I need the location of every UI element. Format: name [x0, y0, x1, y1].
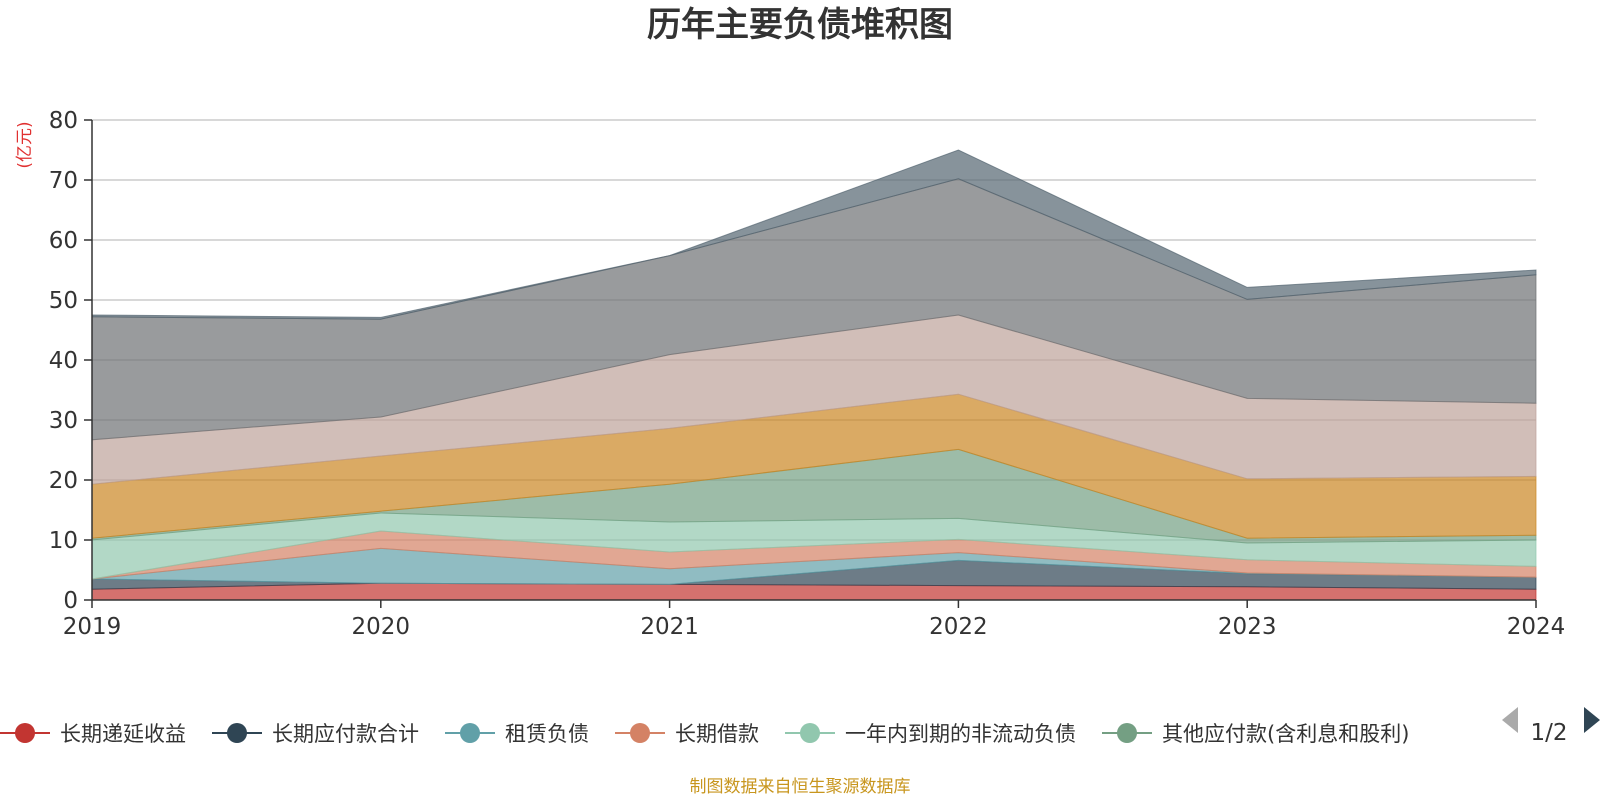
- y-tick-label: 50: [49, 288, 78, 314]
- y-tick-label: 40: [49, 348, 78, 374]
- legend-pager: 1/2: [1502, 707, 1600, 746]
- x-tick-label: 2019: [63, 614, 122, 640]
- triangle-left-icon[interactable]: [1502, 707, 1518, 733]
- legend-item[interactable]: 长期递延收益: [0, 722, 186, 746]
- y-tick-label: 70: [49, 168, 78, 194]
- legend: 长期递延收益 长期应付款合计 租赁负债 长期借款 一年内到期的非流动负债 其他应付款(含利…: [0, 722, 1409, 746]
- area-series[interactable]: [91, 149, 1537, 320]
- stacked-areas: [91, 149, 1537, 601]
- y-tick-label: 10: [49, 528, 78, 554]
- legend-page-indicator: 1/2: [1530, 720, 1567, 746]
- legend-item[interactable]: 长期借款: [615, 722, 759, 746]
- axes: 0 10 20 30 40 50 60 70 80 2019 2020 2021 2022 2023 202…: [49, 108, 1566, 640]
- x-tick-label: 2021: [640, 614, 699, 640]
- legend-label: 长期借款: [675, 722, 759, 746]
- legend-item[interactable]: 一年内到期的非流动负债: [785, 722, 1076, 746]
- x-tick-label: 2024: [1507, 614, 1566, 640]
- legend-circle-marker: [227, 723, 247, 743]
- legend-item[interactable]: 租赁负债: [445, 722, 589, 746]
- legend-item[interactable]: 其他应付款(含利息和股利): [1102, 722, 1409, 746]
- chart-title: 历年主要负债堆积图: [647, 5, 953, 45]
- legend-label: 租赁负债: [505, 722, 589, 746]
- triangle-right-icon[interactable]: [1584, 707, 1600, 733]
- legend-circle-marker: [15, 723, 35, 743]
- source-note: 制图数据来自恒生聚源数据库: [690, 777, 911, 797]
- x-tick-label: 2020: [352, 614, 411, 640]
- y-tick-label: 0: [63, 588, 78, 614]
- y-tick-label: 60: [49, 228, 78, 254]
- legend-label: 长期递延收益: [60, 722, 186, 746]
- legend-circle-marker: [460, 723, 480, 743]
- x-tick-label: 2022: [929, 614, 988, 640]
- y-tick-label: 30: [49, 408, 78, 434]
- legend-item[interactable]: 长期应付款合计: [212, 722, 419, 746]
- y-tick-label: 80: [49, 108, 78, 134]
- legend-circle-marker: [800, 723, 820, 743]
- legend-label: 一年内到期的非流动负债: [845, 722, 1076, 746]
- y-axis-unit-label: (亿元): [15, 121, 35, 168]
- x-tick-label: 2023: [1218, 614, 1277, 640]
- legend-circle-marker: [630, 723, 650, 743]
- legend-label: 其他应付款(含利息和股利): [1162, 722, 1409, 746]
- legend-circle-marker: [1117, 723, 1137, 743]
- legend-label: 长期应付款合计: [272, 722, 419, 746]
- y-tick-label: 20: [49, 468, 78, 494]
